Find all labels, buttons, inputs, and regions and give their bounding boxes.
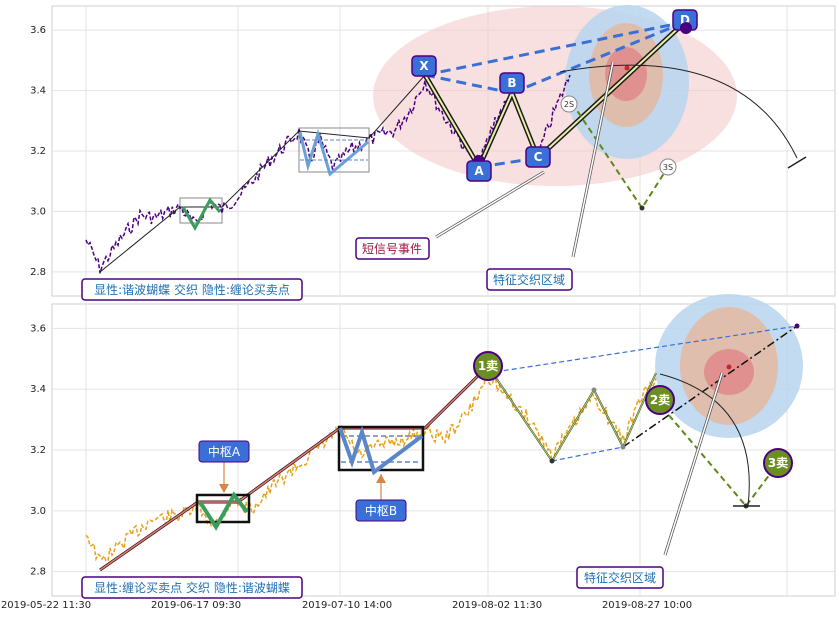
zone-center-dot [624,65,630,71]
y-tick-label: 3.4 [30,384,46,395]
x-tick-label: 2019-08-02 11:30 [452,600,542,611]
harmonic-xd [424,20,686,77]
point-label-b: B [499,72,525,94]
signal-3sell: 3卖 [763,448,793,478]
x-tick-label: 2019-08-27 10:00 [602,600,692,611]
pivot-a-box [195,493,251,524]
marker-2s: 2S [560,95,578,113]
signal-1sell-text: 1卖 [478,358,498,373]
top-arc [559,64,798,159]
annotation-short-signal: 短信号事件 [355,237,430,260]
top-trend-line [99,74,426,273]
marker-2s-text: 2S [564,100,574,109]
pivot-b-box [337,425,425,472]
point-label-bg [499,72,525,94]
y-tick-label: 3.6 [30,323,46,334]
x-tick-label: 2019-05-22 11:30 [1,600,91,611]
bottom-y-ticks: 2.8 3.0 3.2 3.4 3.6 [30,323,46,577]
point-label-bg [466,160,492,182]
top-panel: 2.8 3.0 3.2 3.4 3.6 [30,5,836,301]
x-tick-label: 2019-07-10 14:00 [302,600,392,611]
arrow-feature-inner [572,61,614,258]
point-label-bg [411,55,437,77]
arrow-short-signal-inner [435,171,545,238]
top-projection-dot [639,205,645,211]
bottom-panel: 2.8 3.0 3.2 3.4 3.6 [30,294,836,599]
legend-top: 显性:谐波蝴蝶 交织 隐性:缠论买卖点 [81,278,303,301]
pivot-b-arrowhead [376,474,386,483]
point-label-text: X [419,59,429,73]
marker-3s: 3S [659,158,677,176]
bottom-dashdot [622,325,798,448]
point-label-a: A [466,155,492,182]
top-price-line [85,74,571,274]
annotation-feature-top-text: 特征交织区域 [493,272,565,287]
point-label-text: D [680,13,690,27]
bottom-dashed-top [487,325,798,374]
bottom-dot-c [620,444,626,450]
bottom-zone-center-dot [726,364,732,370]
bottom-end-dot [794,323,800,329]
point-label-x: X [411,55,437,77]
signal-2sell: 2卖 [645,385,675,415]
top-pivot-stroke-1 [181,197,222,232]
point-label-text: C [534,150,543,164]
pivot-a-stroke [198,491,249,531]
y-tick-label: 3.0 [30,506,46,517]
legend-top-text: 显性:谐波蝴蝶 交织 隐性:缠论买卖点 [94,282,290,297]
y-tick-label: 3.2 [30,146,46,157]
legend-bottom: 显性:缠论买卖点 交织 隐性:谐波蝴蝶 [81,576,303,599]
signal-3sell-text: 3卖 [768,455,788,470]
pivot-b-stroke [338,425,424,476]
x-tick-labels: 2019-05-22 11:30 2019-06-17 09:30 2019-07-… [1,600,692,611]
top-y-ticks: 2.8 3.0 3.2 3.4 3.6 [30,25,46,278]
bottom-dot-a [549,458,555,464]
annotation-feature-top: 特征交织区域 [486,268,573,291]
bottom-arc [659,373,750,507]
bottom-dashed-ac [551,446,624,462]
top-point-labels: X A B C D [411,9,698,182]
pivot-a-arrowhead [219,484,229,493]
y-tick-label: 2.8 [30,567,46,578]
legend-bottom-text: 显性:缠论买卖点 交织 隐性:谐波蝴蝶 [94,580,290,595]
bottom-trend-line-inner [99,365,489,571]
bottom-price-line [85,374,657,562]
point-label-c: C [525,146,551,168]
bottom-red-zone [704,349,754,395]
signal-1sell: 1卖 [473,351,503,381]
top-pivot-stroke-2 [298,128,369,177]
x-tick-label: 2019-06-17 09:30 [151,600,241,611]
marker-3s-text: 3S [663,163,673,172]
point-label-text: A [474,164,484,178]
y-tick-label: 3.4 [30,86,46,97]
label-pivot-b-text: 中枢B [365,503,397,518]
bottom-dot-b [591,387,597,393]
label-pivot-a-text: 中枢A [208,444,241,459]
arrow-feature-bottom-inner [664,372,723,556]
annotation-short-signal-text: 短信号事件 [362,242,422,256]
bottom-projection [655,399,780,508]
annotation-feature-bottom-text: 特征交织区域 [584,570,656,585]
top-arc-end [787,156,807,169]
top-projection [571,102,669,210]
y-tick-label: 3.6 [30,25,46,36]
label-pivot-b: 中枢B [355,499,407,522]
y-tick-label: 2.8 [30,267,46,278]
label-pivot-a: 中枢A [198,440,250,463]
signal-2sell-text: 2卖 [650,392,670,407]
annotation-feature-bottom: 特征交织区域 [576,566,664,589]
point-label-text: B [507,76,516,90]
y-tick-label: 3.2 [30,445,46,456]
point-label-bg [525,146,551,168]
marker-d-dot [680,22,692,34]
y-tick-label: 3.0 [30,206,46,217]
